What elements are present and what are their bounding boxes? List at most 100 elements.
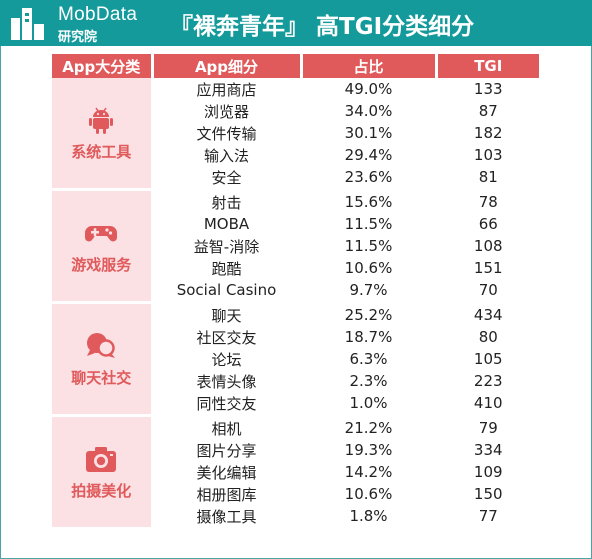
tgi-cell: 334 xyxy=(473,441,503,459)
app-name-cell: 聊天 xyxy=(152,302,303,326)
share-cell: 11.5% xyxy=(301,235,438,257)
share-cell: 18.7% xyxy=(301,326,438,348)
app-name-cell: 同性交友 xyxy=(152,392,303,417)
table-row: 摄像工具 1.8% 77 xyxy=(52,505,539,530)
tgi-cell: 78 xyxy=(478,193,498,211)
table-row: Social Casino 9.7% 70 xyxy=(52,279,539,304)
table-row: 益智-消除 11.5% 108 xyxy=(52,235,539,257)
mobdata-logo xyxy=(11,8,44,40)
tgi-cell: 108 xyxy=(473,237,503,255)
tgi-cell: 434 xyxy=(473,306,503,324)
table-row: 游戏服务 射击 15.6% 78 xyxy=(52,189,539,304)
app-name-cell: 益智-消除 xyxy=(152,235,303,257)
app-name-cell: 表情头像 xyxy=(152,370,303,392)
share-cell: 10.6% xyxy=(301,257,438,279)
category-label: 拍摄美化 xyxy=(71,481,132,500)
share-cell: 1.8% xyxy=(301,505,438,530)
table-row: 跑酷 10.6% 151 xyxy=(52,257,539,279)
share-cell: 2.3% xyxy=(301,370,438,392)
tgi-cell: 105 xyxy=(473,350,503,368)
share-cell: 1.0% xyxy=(301,392,438,417)
share-cell: 29.4% xyxy=(301,144,438,166)
android-icon xyxy=(84,105,118,135)
table-row: 拍摄美化 相机 21.2% 79 xyxy=(52,415,539,530)
table-row: 浏览器 34.0% 87 xyxy=(52,100,539,122)
share-cell: 6.3% xyxy=(301,348,438,370)
table-body: 系统工具 应用商店 49.0% 133 浏览器 34.0% 87 文件传输 30.1% 182 输入… xyxy=(52,78,539,530)
table-header-row: App大分类 App细分 占比 TGI xyxy=(52,54,539,78)
tgi-cell: 223 xyxy=(473,372,503,390)
category-cell: 聊天社交 xyxy=(52,302,154,417)
brand-subtitle: 研究院 xyxy=(58,30,98,45)
column-header-category: App大分类 xyxy=(52,54,154,78)
app-name-cell: 美化编辑 xyxy=(152,461,303,483)
app-name-cell: 图片分享 xyxy=(152,439,303,461)
app-name-cell: 社区交友 xyxy=(152,326,303,348)
table-row: 同性交友 1.0% 410 xyxy=(52,392,539,417)
table-row: 安全 23.6% 81 xyxy=(52,166,539,191)
category-cell: 系统工具 xyxy=(52,78,154,191)
tgi-cell: 109 xyxy=(473,463,503,481)
tgi-cell: 80 xyxy=(478,328,498,346)
category-label: 游戏服务 xyxy=(71,255,132,274)
page-title: 『裸奔青年』 高TGI分类细分 xyxy=(170,14,475,40)
brand-name: MobData xyxy=(58,4,138,25)
tgi-cell: 81 xyxy=(436,166,539,191)
share-cell: 10.6% xyxy=(301,483,438,505)
share-cell: 23.6% xyxy=(301,166,438,191)
tgi-cell: 79 xyxy=(478,419,498,437)
tgi-cell: 410 xyxy=(436,392,539,417)
share-cell: 19.3% xyxy=(301,439,438,461)
share-cell: 25.2% xyxy=(301,302,438,326)
share-cell: 9.7% xyxy=(301,279,438,304)
tgi-cell: 77 xyxy=(436,505,539,530)
tgi-cell: 182 xyxy=(473,124,503,142)
app-name-cell: 文件传输 xyxy=(152,122,303,144)
table-row: 表情头像 2.3% 223 xyxy=(52,370,539,392)
table-row: 聊天社交 聊天 25.2% 434 xyxy=(52,302,539,417)
table-row: 相册图库 10.6% 150 xyxy=(52,483,539,505)
app-name-cell: 相册图库 xyxy=(152,483,303,505)
table-row: MOBA 11.5% 66 xyxy=(52,213,539,235)
app-name-cell: 摄像工具 xyxy=(152,505,303,530)
app-name-cell: 射击 xyxy=(152,189,303,213)
table-row: 美化编辑 14.2% 109 xyxy=(52,461,539,483)
header-bar: MobData 研究院 『裸奔青年』 高TGI分类细分 xyxy=(0,0,592,46)
share-cell: 11.5% xyxy=(301,213,438,235)
share-cell: 15.6% xyxy=(301,189,438,213)
table-row: 输入法 29.4% 103 xyxy=(52,144,539,166)
app-name-cell: 论坛 xyxy=(152,348,303,370)
column-header-app: App细分 xyxy=(152,54,303,78)
tgi-table: App大分类 App细分 占比 TGI 系统工具 应用商店 49.0% 133 浏览器 3… xyxy=(52,54,539,530)
table-row: 图片分享 19.3% 334 xyxy=(52,439,539,461)
table-row: 社区交友 18.7% 80 xyxy=(52,326,539,348)
category-cell: 拍摄美化 xyxy=(52,415,154,530)
column-header-tgi: TGI xyxy=(436,54,539,78)
tgi-cell: 151 xyxy=(473,259,503,277)
gamepad-icon xyxy=(84,218,118,248)
table-row: 论坛 6.3% 105 xyxy=(52,348,539,370)
column-header-share: 占比 xyxy=(301,54,438,78)
app-name-cell: 应用商店 xyxy=(152,78,303,100)
chat-bubbles-icon xyxy=(84,331,118,361)
share-cell: 14.2% xyxy=(301,461,438,483)
category-label: 系统工具 xyxy=(71,142,132,161)
table-row: 文件传输 30.1% 182 xyxy=(52,122,539,144)
app-name-cell: 跑酷 xyxy=(152,257,303,279)
app-name-cell: 相机 xyxy=(152,415,303,439)
app-name-cell: MOBA xyxy=(152,213,303,235)
tgi-cell: 133 xyxy=(473,80,503,98)
share-cell: 21.2% xyxy=(301,415,438,439)
share-cell: 49.0% xyxy=(301,78,438,100)
category-cell: 游戏服务 xyxy=(52,189,154,304)
tgi-cell: 87 xyxy=(478,102,498,120)
tgi-cell: 66 xyxy=(478,215,498,233)
tgi-cell: 70 xyxy=(436,279,539,304)
app-name-cell: 输入法 xyxy=(152,144,303,166)
app-name-cell: 浏览器 xyxy=(152,100,303,122)
camera-icon xyxy=(84,444,118,474)
tgi-cell: 103 xyxy=(473,146,503,164)
tgi-cell: 150 xyxy=(473,485,503,503)
table-row: 系统工具 应用商店 49.0% 133 xyxy=(52,78,539,191)
app-name-cell: Social Casino xyxy=(152,279,303,304)
